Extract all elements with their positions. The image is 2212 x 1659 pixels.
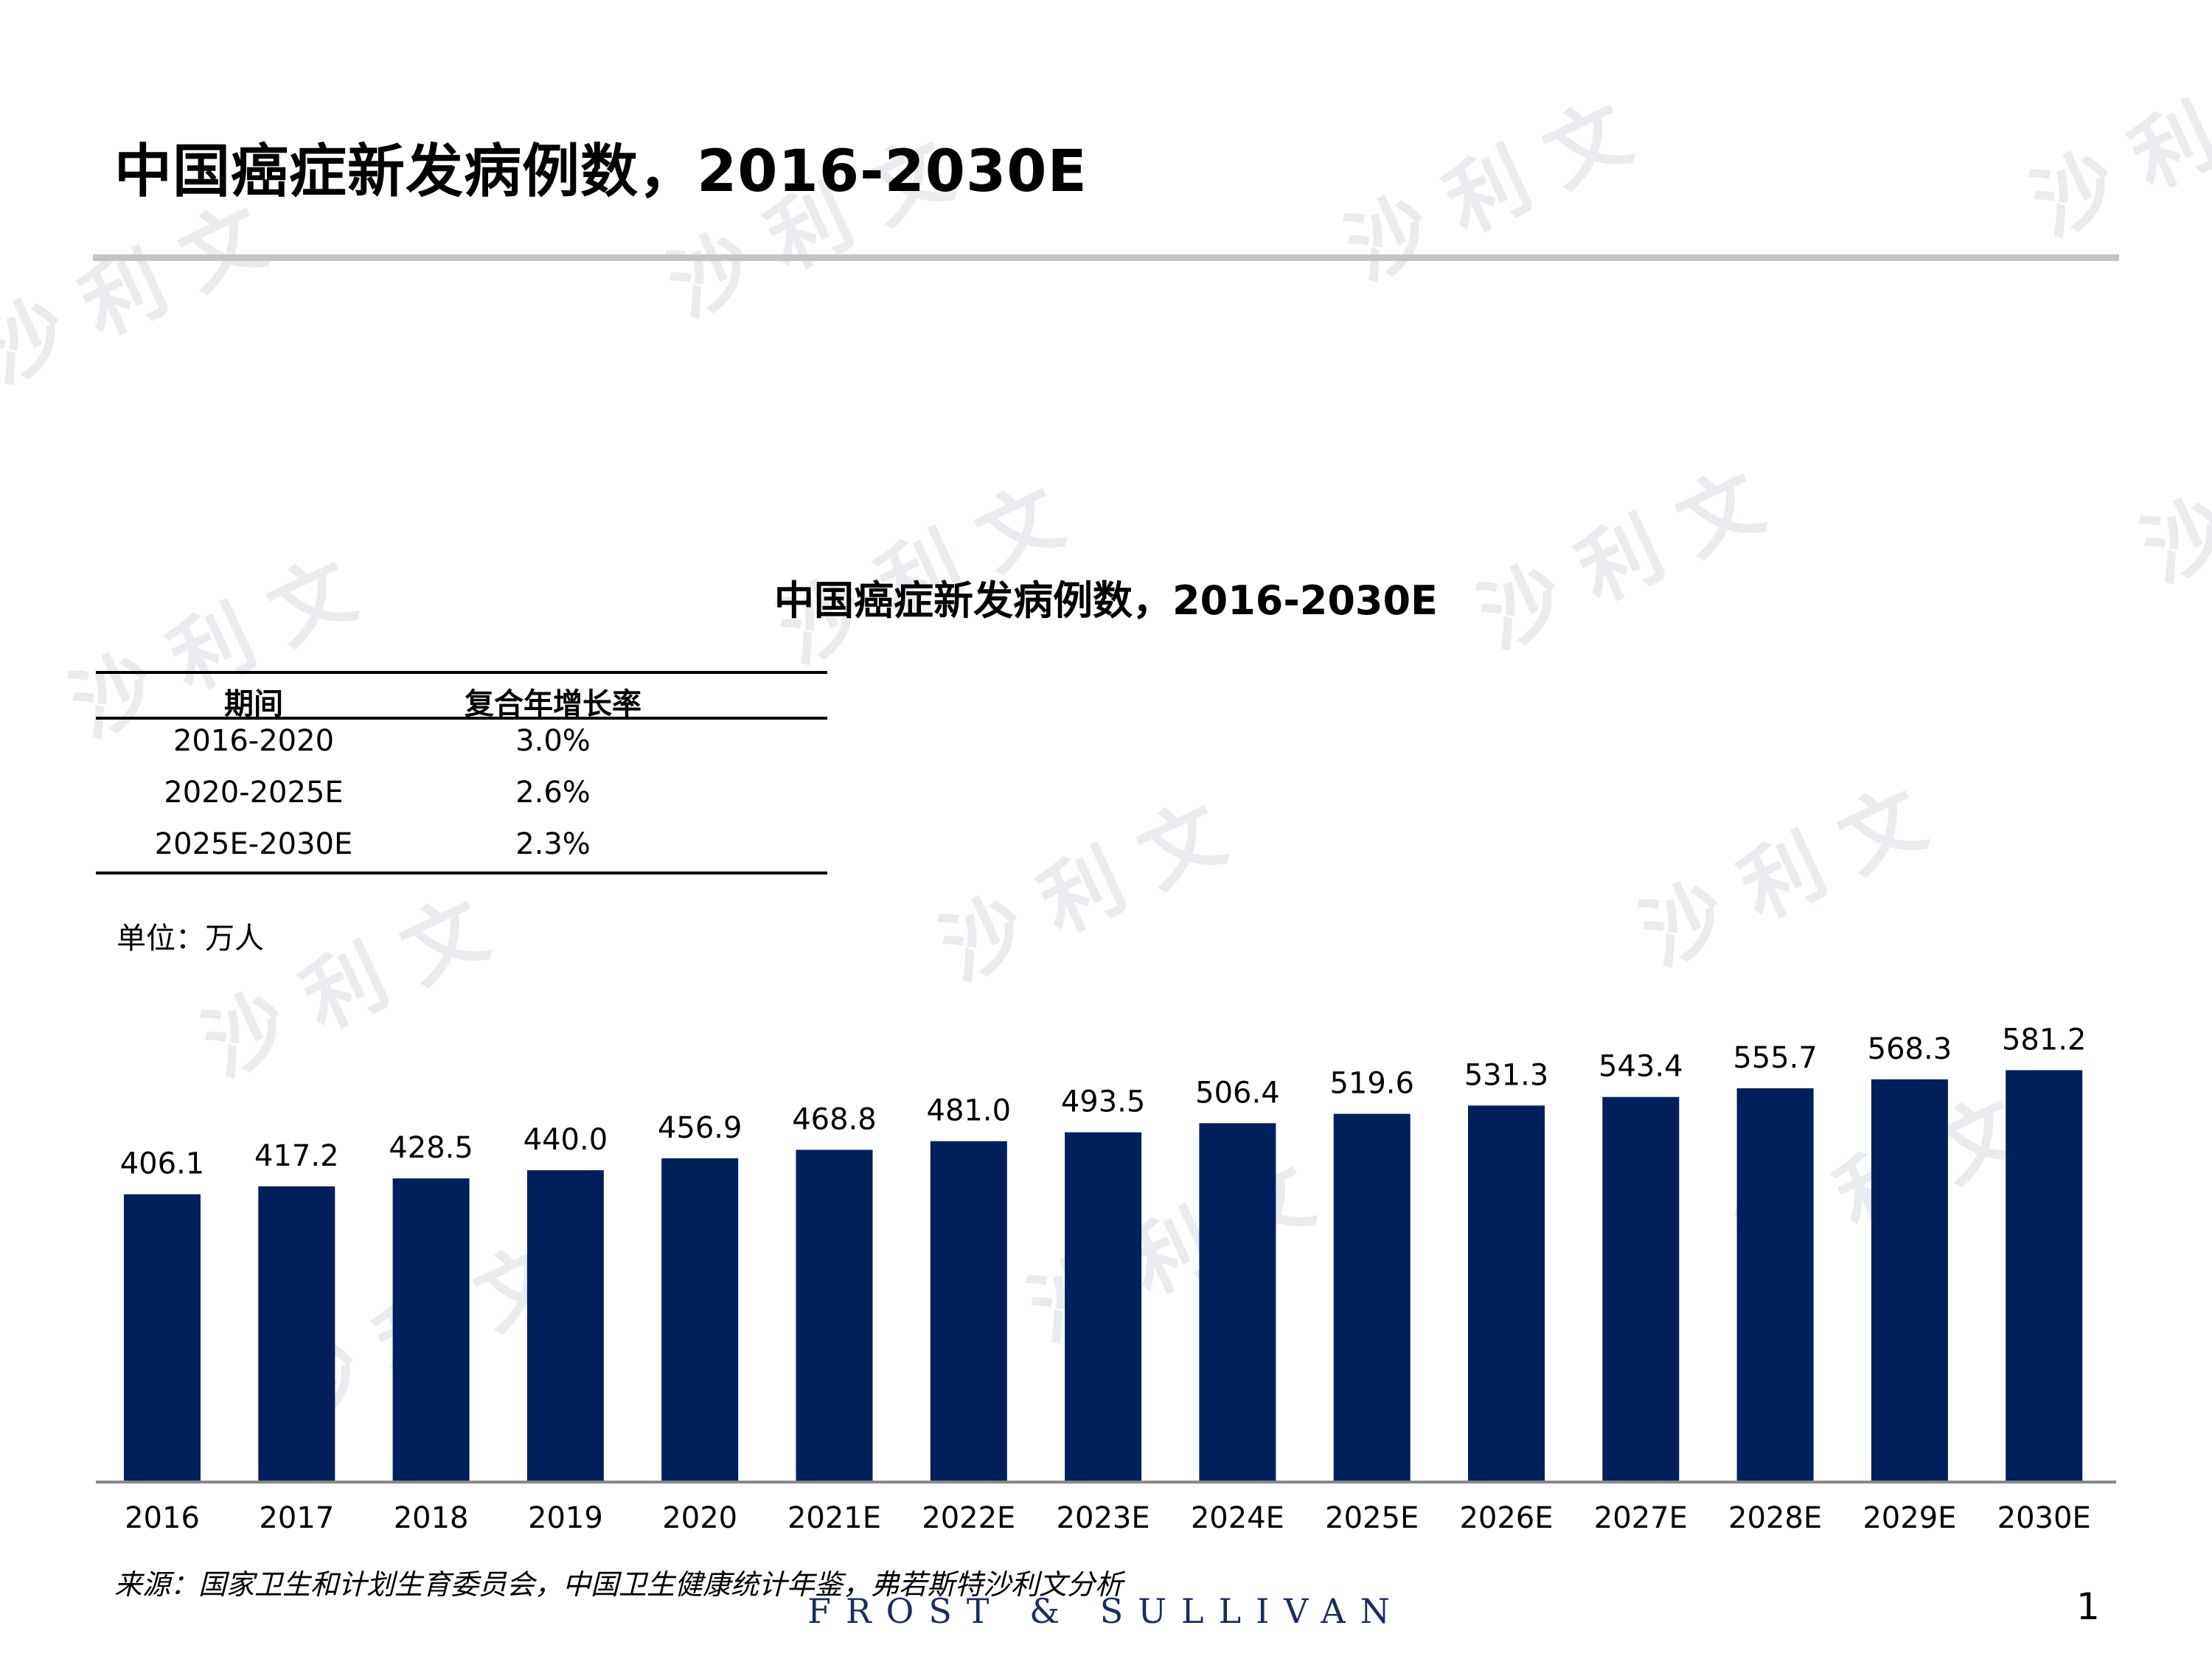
- table-row-rate: 2.3%: [515, 827, 591, 861]
- data-label: 456.9: [658, 1111, 742, 1145]
- bar: [1468, 1105, 1545, 1482]
- x-tick-label: 2019: [528, 1501, 603, 1535]
- bar: [392, 1178, 470, 1482]
- x-tick-label: 2018: [394, 1501, 469, 1535]
- data-label: 481.0: [927, 1094, 1012, 1128]
- table-header-period: 期间: [224, 687, 283, 721]
- bar: [1602, 1096, 1680, 1482]
- table-header-rule: [96, 717, 827, 720]
- bar: [2006, 1070, 2083, 1482]
- table-row-period: 2025E-2030E: [154, 827, 353, 861]
- data-label: 519.6: [1329, 1067, 1414, 1101]
- data-label: 555.7: [1733, 1041, 1818, 1075]
- table-header-cagr: 复合年增长率: [465, 687, 641, 721]
- x-tick-label: 2022E: [922, 1501, 1015, 1535]
- bar: [661, 1158, 739, 1482]
- data-label: 428.5: [389, 1131, 473, 1165]
- bar: [1199, 1123, 1276, 1482]
- unit-label: 单位：万人: [116, 922, 264, 956]
- x-tick-label: 2026E: [1459, 1501, 1553, 1535]
- x-tick-label: 2029E: [1863, 1501, 1956, 1535]
- data-label: 581.2: [2002, 1023, 2087, 1057]
- table-bottom-rule: [96, 872, 827, 874]
- data-label: 417.2: [254, 1139, 339, 1173]
- x-tick-label: 2023E: [1057, 1501, 1150, 1535]
- table-row-period: 2020-2025E: [164, 776, 344, 810]
- chart-title: 中国癌症新发病例数，2016-2030E: [774, 577, 1438, 624]
- bar: [258, 1186, 335, 1482]
- x-tick-label: 2017: [259, 1501, 334, 1535]
- source-note: 来源：国家卫生和计划生育委员会，中国卫生健康统计年鉴，弗若斯特沙利文分析: [114, 1568, 1124, 1601]
- bar: [1736, 1088, 1814, 1482]
- data-label: 568.3: [1868, 1032, 1952, 1066]
- table-row-period: 2016-2020: [173, 724, 335, 758]
- data-label: 468.8: [792, 1102, 877, 1136]
- bar: [124, 1194, 201, 1482]
- table-top-rule: [96, 671, 827, 674]
- x-tick-label: 2030E: [1997, 1501, 2091, 1535]
- data-label: 506.4: [1195, 1076, 1280, 1110]
- slide-title: 中国癌症新发病例数，2016-2030E: [114, 139, 1088, 205]
- x-tick-label: 2027E: [1594, 1501, 1688, 1535]
- x-tick-label: 2024E: [1191, 1501, 1284, 1535]
- x-tick-label: 2020: [662, 1501, 737, 1535]
- bar: [1065, 1132, 1142, 1482]
- x-tick-label: 2021E: [787, 1501, 881, 1535]
- page-number: 1: [2076, 1585, 2100, 1628]
- brand-footer: FROST & SULLIVAN: [807, 1591, 1405, 1631]
- data-label: 493.5: [1061, 1085, 1146, 1119]
- bar: [1333, 1113, 1411, 1482]
- data-label: 531.3: [1464, 1058, 1549, 1092]
- bar: [526, 1170, 604, 1482]
- title-divider: [93, 254, 2119, 261]
- bar: [796, 1150, 873, 1482]
- x-tick-label: 2025E: [1325, 1501, 1419, 1535]
- data-label: 543.4: [1599, 1050, 1683, 1084]
- bar: [1871, 1079, 1948, 1482]
- data-label: 406.1: [120, 1147, 205, 1181]
- x-tick-label: 2016: [125, 1501, 200, 1535]
- data-label: 440.0: [524, 1123, 608, 1157]
- table-row-rate: 2.6%: [515, 776, 591, 810]
- x-tick-label: 2028E: [1728, 1501, 1822, 1535]
- bar: [930, 1141, 1007, 1482]
- table-row-rate: 3.0%: [515, 724, 591, 758]
